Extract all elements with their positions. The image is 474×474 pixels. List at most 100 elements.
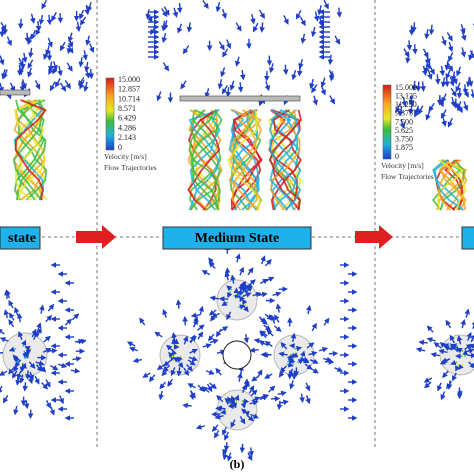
trajectory <box>269 109 300 211</box>
flow-arrow <box>24 32 31 44</box>
flow-arrow <box>464 308 470 318</box>
legend-tick: 15.000 <box>118 75 140 84</box>
flow-arrow <box>269 63 275 74</box>
flow-arrow <box>441 35 447 46</box>
flow-arrow <box>196 324 205 331</box>
flow-arrow <box>441 116 447 127</box>
flow-arrow <box>426 337 436 343</box>
flow-arrow <box>278 351 288 358</box>
flow-arrow <box>30 13 36 24</box>
flow-arrow <box>251 375 260 382</box>
flow-arrow <box>170 367 176 377</box>
flow-arrow <box>446 62 454 72</box>
flow-arrow <box>305 382 311 392</box>
trajectory <box>187 109 221 211</box>
flow-arrow <box>428 24 435 36</box>
flow-arrow <box>209 338 219 345</box>
flow-arrow <box>259 331 267 338</box>
flow-arrow <box>437 382 443 392</box>
flow-arrow <box>221 300 229 306</box>
flow-arrow <box>55 78 61 88</box>
flow-arrow <box>439 65 446 77</box>
flow-arrow <box>448 52 454 62</box>
flow-arrow <box>16 312 23 323</box>
flow-arrow <box>0 351 4 354</box>
flow-arrow <box>230 274 236 284</box>
flow-arrow <box>139 317 146 326</box>
flow-arrow <box>258 291 268 298</box>
flow-arrow <box>217 79 224 90</box>
flow-arrow <box>264 373 273 379</box>
flow-arrow <box>176 355 183 363</box>
flow-arrow <box>421 65 428 77</box>
flow-arrow <box>82 50 88 61</box>
flow-arrow <box>214 429 220 439</box>
flow-arrow <box>2 69 8 80</box>
flow-arrow <box>209 295 219 302</box>
flow-arrow <box>45 45 51 56</box>
flow-arrow <box>215 367 222 376</box>
flow-arrow <box>460 24 466 35</box>
flow-arrow <box>395 103 401 113</box>
flow-arrow <box>289 380 295 390</box>
flow-arrow <box>0 337 9 343</box>
flow-arrow <box>423 63 430 74</box>
flow-arrow <box>9 82 16 93</box>
flow-arrow <box>39 364 47 373</box>
trajectory <box>269 109 303 211</box>
flow-arrow <box>299 393 305 403</box>
flow-arrow <box>237 82 244 93</box>
flow-arrow <box>168 351 174 358</box>
flow-arrow <box>220 409 228 415</box>
flow-arrow <box>27 34 33 45</box>
flow-arrow <box>222 48 229 58</box>
trajectory <box>437 159 452 211</box>
flow-arrow <box>227 291 233 299</box>
flow-arrow <box>142 372 151 378</box>
flow-arrow <box>468 361 474 369</box>
flow-arrow <box>249 347 259 353</box>
flow-arrow <box>252 291 262 298</box>
flow-arrow <box>239 416 246 425</box>
flow-arrow <box>59 82 67 92</box>
flow-arrow <box>248 279 256 286</box>
flow-arrow <box>214 413 224 420</box>
flow-arrow <box>234 292 241 300</box>
flow-arrow <box>186 22 193 33</box>
flow-arrow <box>186 364 193 372</box>
trajectory <box>269 109 302 211</box>
flow-arrow <box>463 88 469 98</box>
flow-arrow <box>411 80 418 92</box>
flow-arrow <box>297 359 304 365</box>
flow-arrow <box>162 62 170 72</box>
flow-arrow <box>308 350 318 357</box>
flow-arrow <box>30 29 37 40</box>
flow-arrow <box>299 16 306 27</box>
flow-arrow <box>274 314 280 323</box>
flow-arrow <box>329 95 336 105</box>
legend-note: Flow Trajectories <box>381 172 434 181</box>
flow-arrow <box>48 348 58 354</box>
flow-arrow <box>324 359 335 365</box>
flow-arrow <box>268 385 276 393</box>
flow-arrow <box>205 369 215 375</box>
flow-arrow <box>216 405 226 412</box>
flow-arrow <box>8 366 15 375</box>
flow-arrow <box>279 365 287 373</box>
flow-arrow <box>456 88 463 99</box>
flow-arrow <box>202 343 212 349</box>
flow-arrow <box>313 11 320 22</box>
trajectory <box>432 159 462 211</box>
flow-arrow <box>222 450 228 461</box>
flow-arrow <box>13 363 19 373</box>
flow-arrow <box>329 71 335 82</box>
flow-arrow <box>418 339 428 346</box>
flow-arrow <box>59 41 66 52</box>
flow-arrow <box>236 289 243 297</box>
flow-arrow <box>286 362 294 368</box>
trajectory <box>227 109 261 211</box>
flow-arrow <box>51 12 57 22</box>
flow-arrow <box>226 452 233 462</box>
trajectory <box>188 109 223 211</box>
